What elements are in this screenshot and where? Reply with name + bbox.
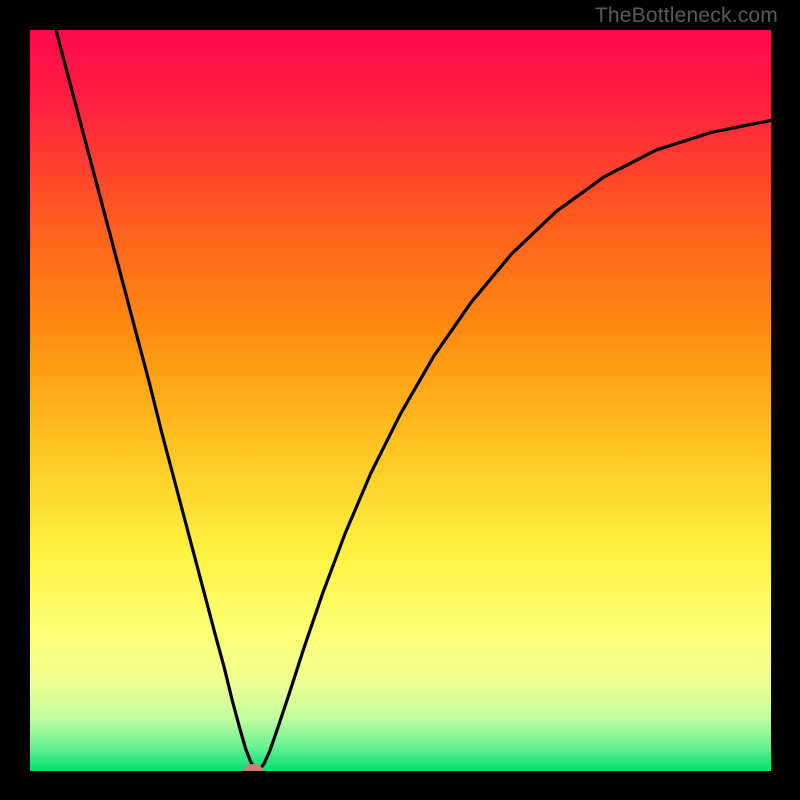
plot-area [30, 30, 771, 771]
watermark-text: TheBottleneck.com [595, 4, 778, 28]
chart-container: TheBottleneck.com [0, 0, 800, 800]
plot-svg [30, 30, 771, 771]
gradient-background [30, 30, 771, 771]
